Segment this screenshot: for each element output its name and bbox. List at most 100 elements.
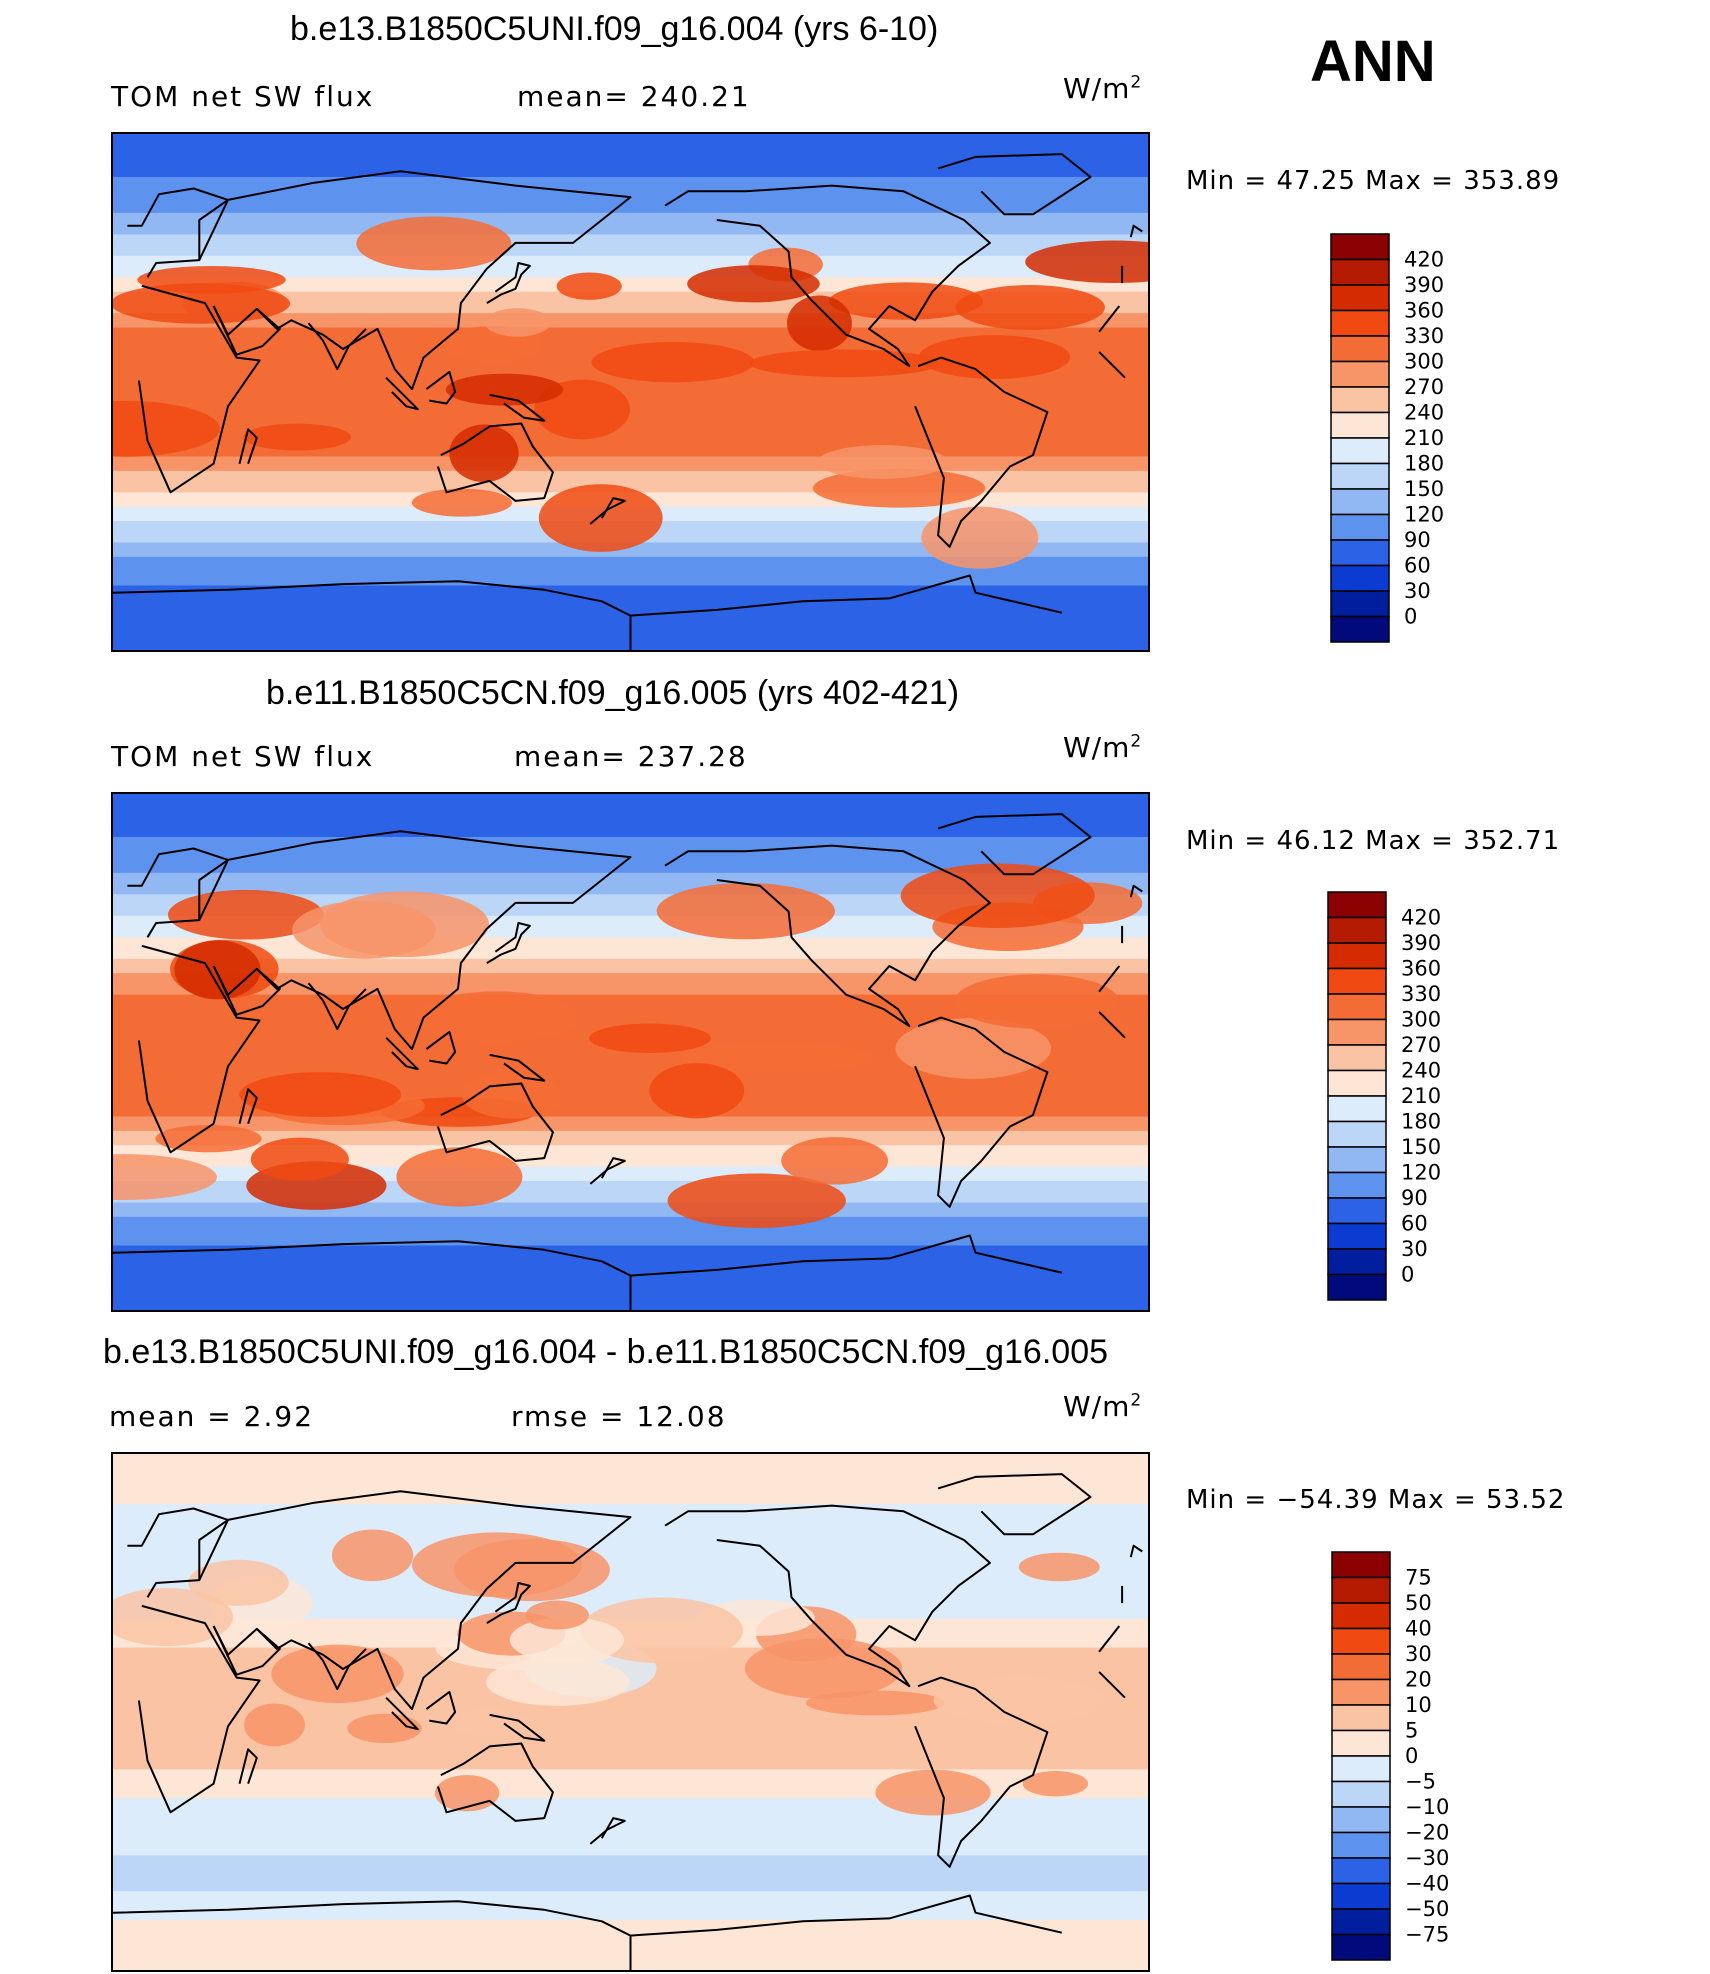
lat-band	[113, 872, 1148, 881]
lat-band	[113, 1224, 1148, 1232]
lat-band	[113, 1590, 1148, 1599]
lat-band	[113, 406, 1148, 415]
colorbar-tick-label: 270	[1401, 1033, 1441, 1057]
lat-band	[113, 1919, 1148, 1928]
lat-band	[113, 220, 1148, 228]
lat-band	[113, 1697, 1148, 1706]
colorbar-tick-label: 210	[1404, 426, 1444, 450]
colorbar-tick-label: 360	[1401, 957, 1441, 981]
lat-band	[113, 1116, 1148, 1125]
colorbar-swatch	[1330, 411, 1390, 439]
lat-band	[113, 1518, 1148, 1527]
colorbar-tick-label: −10	[1405, 1795, 1449, 1819]
colorbar-tick-label: 360	[1404, 299, 1444, 323]
colorbar-tick-label: −20	[1405, 1821, 1449, 1845]
lat-band	[113, 1145, 1148, 1154]
field-blob	[749, 349, 940, 378]
lat-band	[113, 1504, 1148, 1513]
lat-band	[113, 1152, 1148, 1161]
colorbar-swatch	[1330, 539, 1390, 567]
lat-band	[113, 277, 1148, 286]
coastline-south-america	[914, 356, 1049, 548]
coastline-uk	[1129, 224, 1143, 238]
field-blob	[113, 1154, 217, 1201]
field-blob	[656, 882, 835, 940]
panel-2-min-max: Min = 46.12 Max = 352.71	[1186, 826, 1561, 856]
lat-band	[113, 1109, 1148, 1118]
colorbar-tick-label: −5	[1405, 1770, 1436, 1794]
panel-1-map	[111, 132, 1150, 652]
lat-band	[113, 1747, 1148, 1756]
colorbar-swatch	[1327, 1044, 1387, 1072]
coastline-antarctica	[113, 1234, 1063, 1310]
field-blob	[449, 424, 519, 483]
lat-band	[113, 1532, 1148, 1541]
coastline-south-america	[914, 1016, 1049, 1208]
lat-band	[113, 184, 1148, 193]
lat-band	[113, 227, 1148, 236]
lat-band	[113, 1245, 1148, 1254]
field-blob	[320, 891, 489, 958]
lat-band	[113, 442, 1148, 451]
panel-3-units: W/m2	[1063, 1390, 1143, 1423]
lat-band	[113, 1740, 1148, 1749]
lat-band	[113, 1016, 1148, 1025]
lat-band	[113, 973, 1148, 982]
lat-band	[113, 1195, 1148, 1204]
lat-band	[113, 1884, 1148, 1892]
field-blob	[895, 1018, 1052, 1079]
lat-band	[113, 887, 1148, 896]
field-blob	[667, 1173, 846, 1229]
colorbar-swatch	[1331, 1908, 1391, 1936]
lat-band	[113, 1489, 1148, 1498]
colorbar-tick-label: 90	[1404, 528, 1431, 552]
field-blob	[556, 272, 622, 300]
coastline-borneo	[425, 1690, 457, 1725]
field-blob	[155, 1124, 262, 1153]
field-blob	[955, 285, 1105, 330]
lat-band	[113, 298, 1148, 307]
field-blob	[445, 373, 564, 406]
colorbar-swatch	[1331, 1653, 1391, 1681]
lat-band	[113, 1066, 1148, 1075]
coastline-uk	[1129, 884, 1143, 898]
lat-band	[113, 291, 1148, 300]
lat-band	[113, 1080, 1148, 1089]
colorbar-swatch	[1330, 335, 1390, 363]
lat-band	[113, 1869, 1148, 1878]
lat-band	[113, 1123, 1148, 1132]
lat-band	[113, 1762, 1148, 1771]
lat-band	[113, 894, 1148, 903]
lat-band	[113, 1252, 1148, 1261]
lat-band	[113, 255, 1148, 264]
lat-band	[113, 313, 1148, 322]
colorbar-swatch	[1327, 993, 1387, 1021]
lat-band	[113, 585, 1148, 594]
coastline-arabia	[212, 305, 281, 356]
lat-band	[113, 162, 1148, 171]
colorbar-swatch	[1327, 1095, 1387, 1123]
field-blob	[781, 1137, 889, 1185]
colorbar-tick-label: 0	[1405, 1744, 1418, 1768]
colorbar-tick-label: 120	[1404, 503, 1444, 527]
field-blob	[829, 282, 984, 320]
colorbar-swatch	[1331, 1704, 1391, 1732]
colorbar-swatch	[1327, 1120, 1387, 1148]
lat-band	[113, 829, 1148, 838]
colorbar-swatch	[1327, 1018, 1387, 1046]
colorbar-swatch	[1327, 1248, 1387, 1276]
colorbar-swatch	[1327, 967, 1387, 995]
lat-band	[113, 478, 1148, 486]
colorbar-tick-label: 40	[1405, 1617, 1432, 1641]
lat-band	[113, 205, 1148, 214]
lat-band	[113, 463, 1148, 472]
coastline-new-zealand	[589, 497, 626, 525]
colorbar-swatch	[1330, 309, 1390, 337]
lat-band	[113, 1166, 1148, 1175]
lat-band	[113, 169, 1148, 178]
colorbar-swatch	[1330, 462, 1390, 490]
coastline-new-guinea	[489, 393, 546, 422]
colorbar-tick-label: 390	[1404, 273, 1444, 297]
lat-band	[113, 1461, 1148, 1470]
colorbar-swatch	[1331, 1857, 1391, 1885]
